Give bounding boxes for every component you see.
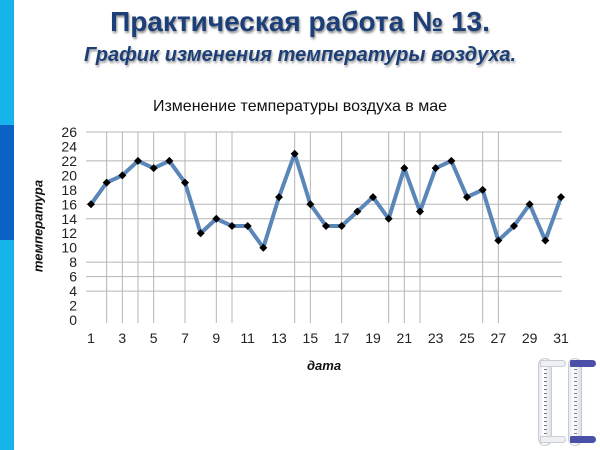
diamond-marker-icon	[212, 214, 221, 223]
thermometer-bracket-icon	[540, 360, 566, 367]
diamond-marker-icon	[149, 164, 158, 173]
diamond-marker-icon	[87, 200, 95, 209]
side-bar-accent-decoration	[0, 125, 14, 240]
y-tick-label: 18	[61, 182, 77, 198]
x-axis-label: дата	[307, 358, 342, 373]
x-tick-label: 25	[459, 330, 475, 346]
chart-title: Изменение температуры воздуха в мае	[152, 98, 448, 115]
diamond-marker-icon	[557, 193, 565, 202]
diamond-marker-icon	[337, 222, 346, 230]
diamond-marker-icon	[306, 200, 315, 209]
thermometer-bracket-icon	[540, 436, 566, 443]
diamond-marker-icon	[447, 156, 456, 165]
y-tick-label: 26	[61, 124, 77, 140]
diamond-marker-icon	[400, 164, 409, 173]
y-tick-label: 8	[69, 254, 77, 270]
x-tick-label: 15	[303, 330, 319, 346]
diamond-marker-icon	[259, 243, 268, 252]
diamond-marker-icon	[478, 185, 487, 194]
diamond-marker-icon	[134, 156, 142, 165]
x-tick-label: 9	[212, 330, 220, 346]
x-tick-label: 31	[553, 330, 569, 346]
x-tick-label: 23	[428, 330, 444, 346]
data-point-markers	[87, 149, 565, 252]
diamond-marker-icon	[165, 156, 174, 165]
x-tick-label: 13	[271, 330, 287, 346]
diamond-marker-icon	[243, 222, 252, 230]
thermometer-scale	[574, 369, 577, 435]
y-tick-label: 22	[61, 153, 77, 169]
x-tick-label: 17	[334, 330, 350, 346]
y-tick-label: 12	[61, 225, 77, 241]
x-tick-label: 19	[365, 330, 381, 346]
y-tick-label: 24	[61, 138, 77, 154]
diamond-marker-icon	[322, 222, 330, 230]
thermometer-bracket-icon	[570, 436, 596, 443]
diamond-marker-icon	[431, 164, 440, 173]
x-tick-label: 27	[491, 330, 507, 346]
x-tick-label: 21	[397, 330, 413, 346]
diamond-marker-icon	[463, 193, 471, 202]
x-tick-label: 29	[522, 330, 538, 346]
x-tick-label: 7	[181, 330, 189, 346]
diamond-marker-icon	[290, 149, 299, 158]
diamond-marker-icon	[525, 200, 534, 209]
y-tick-label: 4	[69, 283, 77, 299]
y-tick-label: 14	[61, 211, 77, 227]
thermometer-blue-image	[568, 358, 582, 446]
thermometer-white-image	[538, 358, 552, 446]
temperature-line	[89, 151, 563, 250]
y-tick-label: 2	[69, 298, 77, 314]
diamond-marker-icon	[196, 229, 205, 238]
slide-title: Практическая работа № 13.	[110, 6, 490, 37]
diamond-marker-icon	[102, 178, 111, 187]
thermometer-scale	[544, 369, 547, 435]
y-tick-label: 16	[61, 196, 77, 212]
y-tick-label: 0	[69, 312, 77, 328]
diamond-marker-icon	[416, 207, 424, 216]
x-tick-label: 1	[87, 330, 95, 346]
y-tick-label: 20	[61, 167, 77, 183]
y-tick-label: 6	[69, 269, 77, 285]
y-tick-label: 10	[61, 240, 77, 256]
thermometer-bracket-icon	[570, 360, 596, 367]
x-tick-label: 5	[150, 330, 158, 346]
diamond-marker-icon	[510, 222, 518, 230]
diamond-marker-icon	[228, 222, 236, 230]
diamond-marker-icon	[494, 236, 503, 245]
diamond-marker-icon	[275, 193, 283, 202]
x-axis-tick-labels: 1 3 5 7 9 11 13 15 17 19 21 23 25 27 29 31	[87, 330, 569, 346]
diamond-marker-icon	[181, 178, 189, 187]
x-tick-label: 3	[118, 330, 126, 346]
diamond-marker-icon	[384, 214, 393, 223]
slide-subtitle: График изменения температуры воздуха.	[83, 44, 517, 66]
x-tick-label: 11	[240, 330, 255, 346]
diamond-marker-icon	[118, 171, 127, 180]
y-axis-label: температура	[30, 179, 46, 273]
diamond-marker-icon	[541, 236, 550, 245]
diamond-marker-icon	[369, 193, 377, 202]
diamond-marker-icon	[353, 207, 362, 216]
